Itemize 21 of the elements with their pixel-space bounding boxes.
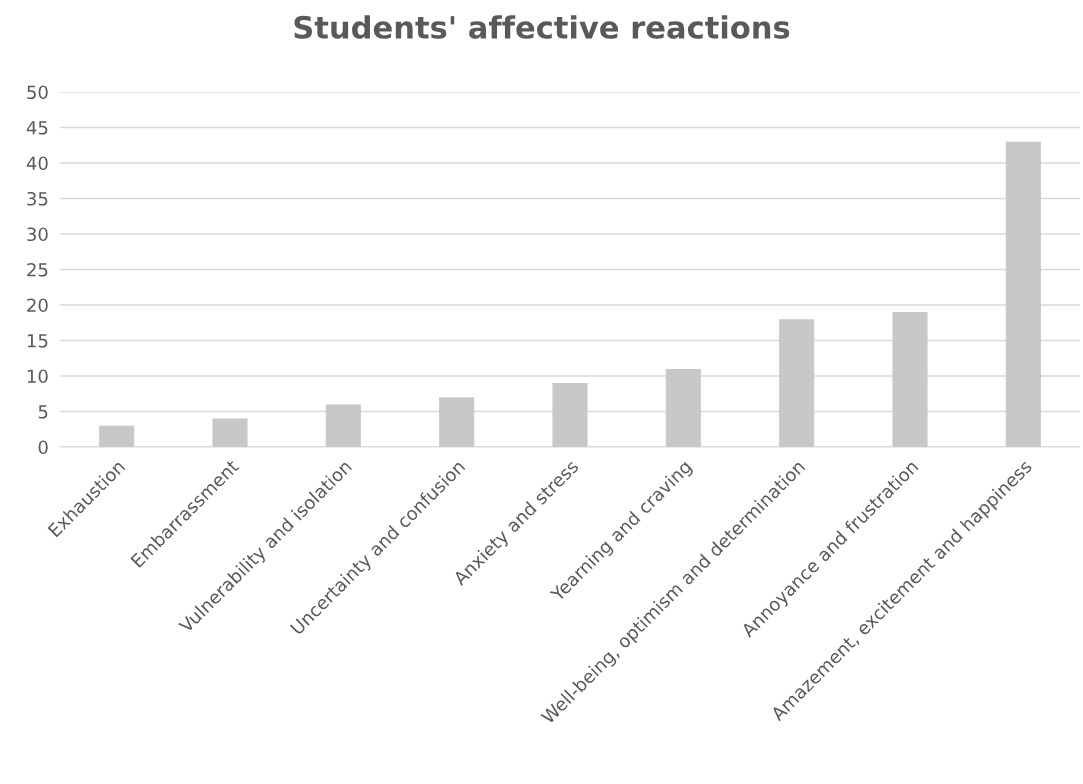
bar	[439, 397, 475, 447]
y-tick-label: 10	[27, 369, 48, 384]
bar	[552, 383, 588, 447]
y-tick-label: 45	[26, 121, 48, 135]
bar	[99, 425, 135, 447]
y-tick-label: 15	[27, 334, 48, 348]
bar	[665, 368, 701, 447]
y-tick-label: 25	[27, 262, 48, 277]
chart-title: Students' affective reactions	[294, 15, 790, 39]
bar	[212, 418, 248, 447]
y-tick-label: 40	[26, 156, 48, 171]
bar	[892, 312, 928, 447]
y-tick-label: 50	[27, 85, 48, 100]
bar	[1005, 141, 1041, 447]
bar	[325, 404, 361, 447]
y-tick-label: 30	[27, 227, 48, 242]
y-tick-label: 0	[38, 440, 48, 455]
y-tick-label: 20	[27, 298, 48, 313]
bar	[779, 319, 815, 447]
y-tick-label: 35	[27, 191, 48, 206]
y-tick-label: 5	[38, 405, 48, 419]
